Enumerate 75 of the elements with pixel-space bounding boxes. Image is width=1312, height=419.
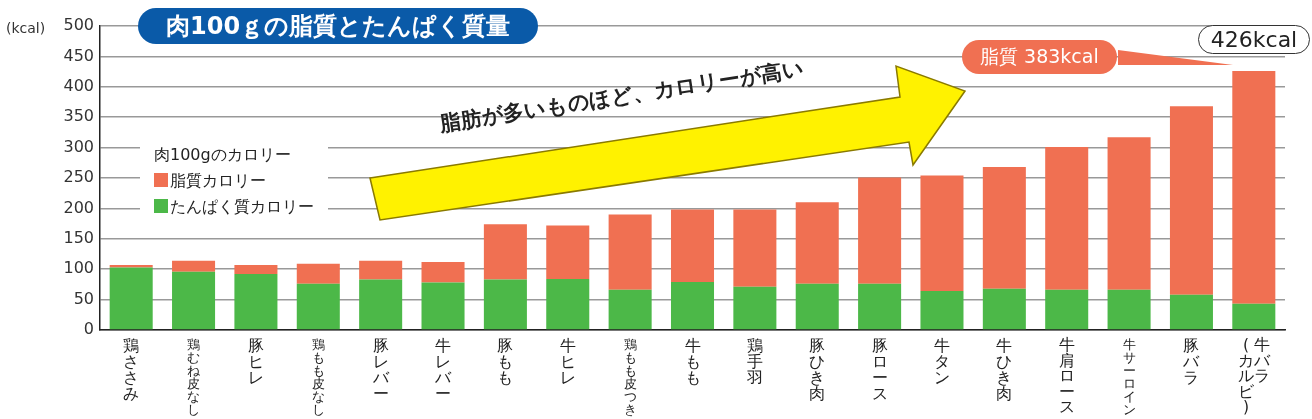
bar <box>234 264 278 275</box>
bar <box>172 271 216 330</box>
x-tick-label: 豚ひき肉 <box>809 336 826 403</box>
y-tick-label: 150 <box>63 227 94 247</box>
x-tick-label: 牛サーロイン <box>1122 337 1136 417</box>
bar <box>296 283 340 330</box>
x-tick-label: 鶏もも皮なし <box>311 337 325 417</box>
y-tick-label: 50 <box>73 288 94 308</box>
x-tick-label: 牛バラ (カルビ) <box>1238 336 1270 417</box>
bar <box>109 267 153 330</box>
bar <box>234 274 278 330</box>
bar <box>608 214 652 290</box>
annotation: 脂肪が多いものほど、カロリーが高い <box>438 55 806 138</box>
annotation: 426kcal <box>1197 24 1311 54</box>
x-tick-label: 牛もも <box>684 336 701 387</box>
legend-label: たんぱく質カロリー <box>169 196 314 218</box>
bar <box>1107 289 1151 330</box>
bar <box>483 224 527 280</box>
bar <box>359 260 403 280</box>
bar <box>920 175 964 292</box>
x-tick-label: 豚ヒレ <box>247 336 264 387</box>
bar <box>920 291 964 330</box>
bar <box>421 282 465 330</box>
y-tick-label: 200 <box>63 197 94 217</box>
chart-title: 肉100ｇの脂質とたんぱく質量 <box>138 8 539 44</box>
bar <box>1045 289 1089 330</box>
y-tick-label: 300 <box>63 136 94 156</box>
annotation: 脂質 383kcal <box>962 40 1117 74</box>
y-axis-title: (kcal) <box>6 20 46 36</box>
bar <box>172 260 216 272</box>
bar <box>858 177 902 284</box>
bar <box>670 281 715 330</box>
x-tick-label: 鶏むね皮なし <box>187 337 201 417</box>
legend-title: 肉100gのカロリー <box>154 144 292 166</box>
bar <box>795 283 839 330</box>
y-tick-label: 100 <box>63 258 94 278</box>
bar <box>608 289 652 330</box>
x-tick-label: 牛ヒレ <box>559 336 576 387</box>
bar <box>546 278 590 330</box>
bar <box>733 209 777 287</box>
y-tick-label: 250 <box>63 167 94 187</box>
x-tick-label: 豚レバー <box>372 336 389 403</box>
y-tick-label: 400 <box>63 75 94 95</box>
x-tick-label: 鶏ささみ <box>123 336 140 403</box>
x-tick-label: 豚バラ <box>1183 336 1200 387</box>
legend-label: 脂質カロリー <box>169 170 267 192</box>
bar <box>1169 106 1213 295</box>
bar <box>359 279 403 330</box>
bar <box>546 225 590 279</box>
x-tick-label: 鶏もも皮つき <box>623 337 637 417</box>
bar <box>421 261 465 283</box>
bar <box>1232 70 1276 304</box>
y-tick-label: 450 <box>63 45 94 65</box>
y-tick-label: 500 <box>63 15 94 35</box>
x-tick-label: 豚ロース <box>871 336 888 403</box>
bar <box>670 209 715 282</box>
bar <box>982 288 1026 330</box>
y-tick-label: 350 <box>63 106 94 126</box>
bar <box>1107 137 1151 290</box>
y-tick-label: 0 <box>83 319 94 339</box>
x-tick-label: 牛ひき肉 <box>996 336 1013 403</box>
x-tick-label: 豚もも <box>497 336 514 387</box>
bar <box>483 279 527 330</box>
x-tick-label: 鶏手羽 <box>746 336 763 387</box>
x-tick-label: 牛レバー <box>435 336 452 403</box>
x-tick-label: 牛タン <box>933 336 950 387</box>
bar <box>1045 146 1089 290</box>
bar <box>733 286 777 330</box>
bar <box>982 167 1026 289</box>
bar <box>795 202 839 284</box>
bar <box>1169 294 1213 330</box>
bar <box>296 263 340 284</box>
bar <box>858 283 902 330</box>
bar <box>1232 303 1276 330</box>
x-tick-label: 牛肩ロース <box>1058 336 1075 417</box>
